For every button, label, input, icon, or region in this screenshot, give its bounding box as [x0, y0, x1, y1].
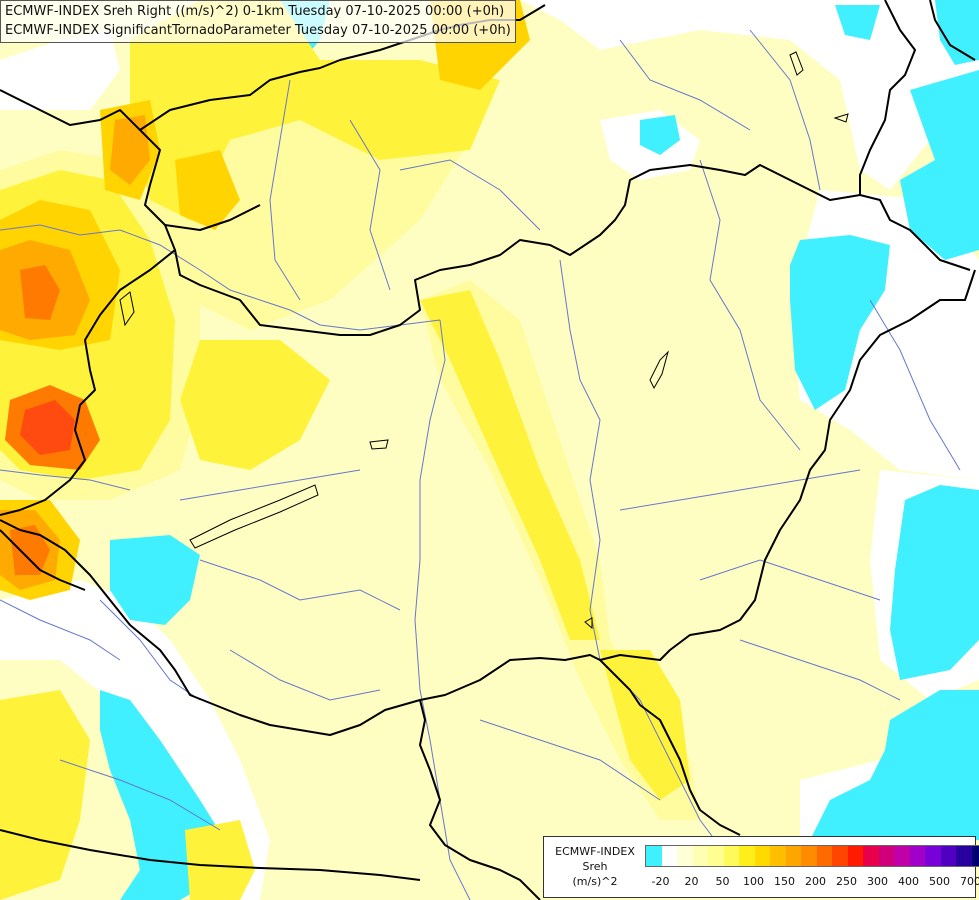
header-line-stp: ECMWF-INDEX SignificantTornadoParameter …: [5, 23, 511, 38]
legend-tick-label: 100: [743, 875, 764, 888]
legend-swatch: [971, 846, 979, 866]
legend-swatch: [863, 846, 879, 866]
legend-swatch: [646, 846, 662, 866]
legend-swatch-bar: [645, 845, 979, 867]
legend-tick-label: -20: [651, 875, 670, 888]
legend-tick-label: 50: [715, 875, 730, 888]
legend-swatch: [770, 846, 786, 866]
legend-swatch: [909, 846, 925, 866]
legend-tick-label: 700: [960, 875, 979, 888]
legend-swatch: [940, 846, 956, 866]
legend-swatch: [739, 846, 755, 866]
legend-swatch: [677, 846, 693, 866]
header-line-sreh: ECMWF-INDEX Sreh Right ((m/s)^2) 0-1km T…: [5, 4, 505, 19]
legend-swatch: [785, 846, 801, 866]
legend-tick-label: 250: [836, 875, 857, 888]
legend-title-unit: (m/s)^2: [572, 875, 618, 888]
legend-tick-label: 150: [774, 875, 795, 888]
legend-tick-label: 300: [867, 875, 888, 888]
color-legend: ECMWF-INDEX Sreh (m/s)^2 -20 20 50 100 150 20…: [543, 836, 979, 898]
legend-swatch: [956, 846, 972, 866]
legend-tick-label: 200: [805, 875, 826, 888]
legend-swatch: [723, 846, 739, 866]
legend-tick-label: 500: [929, 875, 950, 888]
moderate-value-areas: [0, 0, 700, 900]
rivers: [0, 29, 961, 900]
legend-swatch: [801, 846, 817, 866]
legend-swatch: [878, 846, 894, 866]
legend-swatch: [708, 846, 724, 866]
legend-swatch: [661, 846, 677, 866]
legend-swatch: [754, 846, 770, 866]
legend-title: ECMWF-INDEX Sreh (m/s)^2: [547, 844, 643, 889]
legend-swatch: [925, 846, 941, 866]
legend-swatch: [816, 846, 832, 866]
lakes: [119, 51, 849, 630]
header-box: ECMWF-INDEX Sreh Right ((m/s)^2) 0-1km T…: [0, 0, 516, 43]
legend-tick-label: 400: [898, 875, 919, 888]
legend-swatch: [847, 846, 863, 866]
legend-swatch: [692, 846, 708, 866]
legend-title-model: ECMWF-INDEX: [555, 845, 635, 858]
legend-swatch: [894, 846, 910, 866]
legend-tick-labels: -20 20 50 100 150 200 250 300 400 500 700: [645, 875, 979, 889]
legend-title-variable: Sreh: [582, 860, 608, 873]
legend-tick-label: 20: [684, 875, 699, 888]
legend-swatch: [832, 846, 848, 866]
